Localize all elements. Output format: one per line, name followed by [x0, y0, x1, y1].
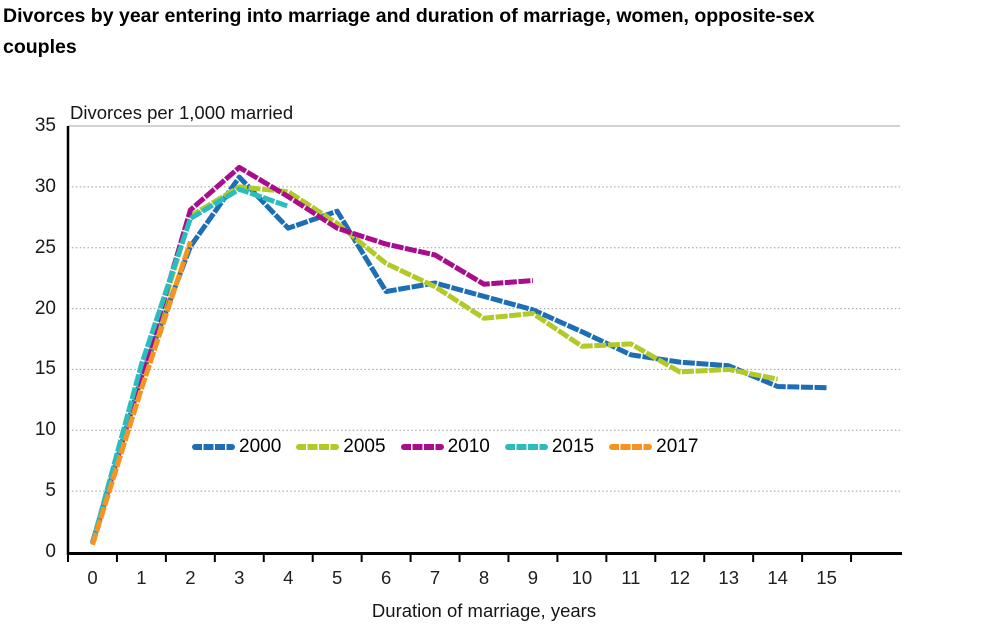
legend-swatch-2000	[192, 444, 235, 450]
legend-item-2010: 2010	[400, 436, 490, 458]
legend-swatch-2017	[609, 444, 653, 450]
y-tick-label-0: 0	[45, 541, 56, 562]
legend-label-2010: 2010	[447, 436, 490, 457]
series-line-2015	[90, 186, 290, 545]
y-tick-label-20: 20	[34, 297, 56, 319]
series-line-2000	[90, 174, 827, 544]
x-tick-label-4: 4	[283, 567, 294, 588]
x-tick-label-8: 8	[478, 567, 490, 588]
chart-title-line1: Divorces by year entering into marriage …	[3, 5, 815, 27]
legend-swatch-2005	[296, 444, 340, 450]
y-axis-unit-label: Divorces per 1,000 married	[70, 102, 294, 123]
x-tick-label-1: 1	[136, 567, 147, 588]
x-tick-label-0: 0	[87, 567, 98, 588]
y-tick-label-5: 5	[45, 480, 56, 502]
legend: 2000 2005 2010 2015 2017	[192, 436, 698, 458]
x-tick-label-3: 3	[234, 567, 245, 588]
legend-item-2000: 2000	[192, 436, 281, 458]
legend-item-2017: 2017	[609, 436, 698, 458]
y-tick-label-10: 10	[34, 419, 56, 441]
x-tick-label-11: 11	[621, 567, 641, 588]
x-tick-label-5: 5	[332, 567, 343, 588]
legend-swatch-2010	[400, 444, 444, 450]
legend-label-2017: 2017	[656, 436, 699, 457]
x-tick-label-2: 2	[185, 567, 196, 588]
legend-label-2015: 2015	[551, 436, 595, 457]
legend-label-2005: 2005	[343, 436, 386, 457]
legend-item-2005: 2005	[296, 436, 386, 458]
x-tick-label-14: 14	[767, 567, 788, 588]
x-tick-label-7: 7	[429, 567, 441, 588]
x-tick-label-6: 6	[380, 567, 392, 588]
y-tick-label-25: 25	[34, 236, 56, 258]
series-line-2010	[90, 164, 534, 545]
chart-title-line2: couples	[3, 36, 77, 58]
x-tick-label-10: 10	[571, 567, 593, 588]
x-tick-label-9: 9	[527, 567, 539, 588]
x-tick-label-15: 15	[816, 567, 837, 588]
legend-label-2000: 2000	[239, 436, 282, 457]
legend-item-2015: 2015	[504, 436, 595, 458]
x-tick-label-12: 12	[669, 567, 691, 588]
y-tick-label-35: 35	[34, 115, 56, 136]
x-axis-title: Duration of marriage, years	[371, 600, 597, 621]
y-tick-label-15: 15	[34, 358, 56, 380]
x-tick-label-13: 13	[718, 567, 739, 588]
chart-title: Divorces by year entering into marriage …	[3, 1, 955, 63]
y-tick-label-30: 30	[34, 175, 56, 197]
series-line-2017	[90, 240, 193, 546]
legend-swatch-2015	[504, 444, 548, 450]
